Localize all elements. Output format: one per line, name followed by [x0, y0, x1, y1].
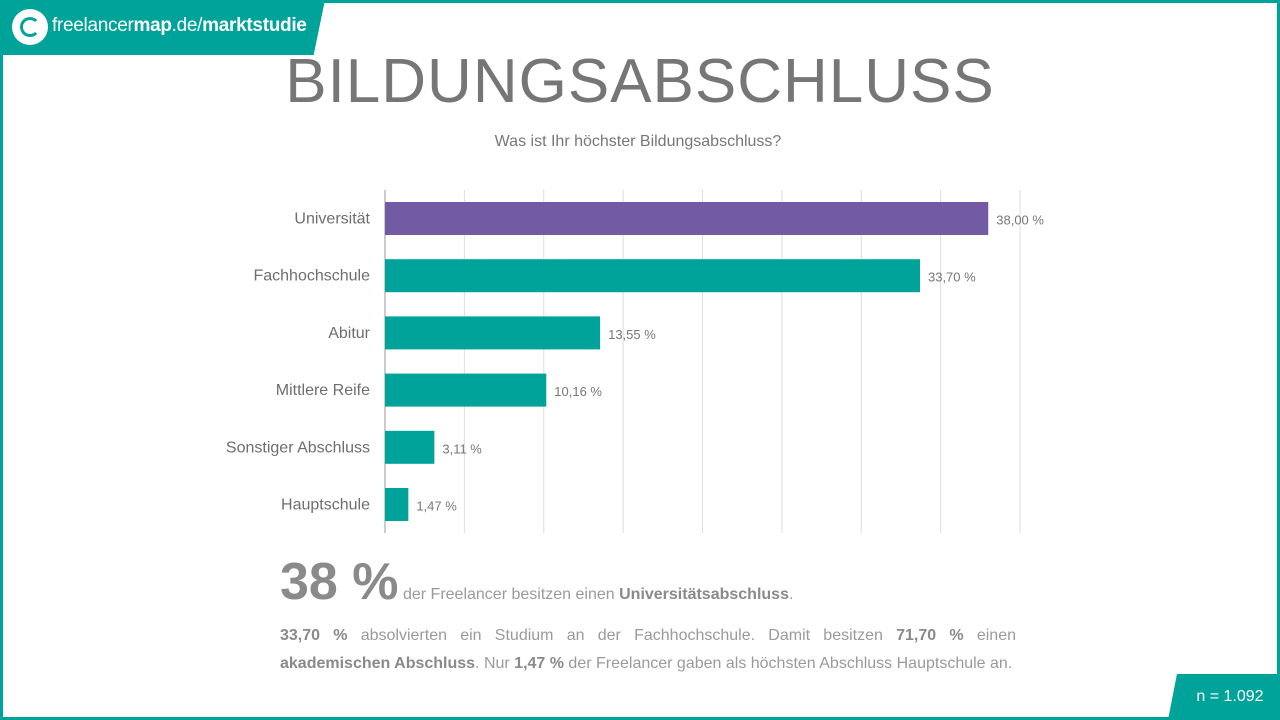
bar [385, 430, 435, 464]
value-label: 3,11 % [442, 441, 482, 456]
category-label: Mittlere Reife [276, 382, 370, 399]
category-label: Hauptschule [281, 497, 370, 514]
chart-grid [384, 190, 1021, 533]
value-label: 10,16 % [554, 384, 602, 399]
category-label: Universität [294, 211, 370, 228]
bar [385, 316, 601, 350]
summary-paragraph: 33,70 % absolvierten ein Studium an der … [280, 627, 1016, 672]
sample-size-badge [1168, 674, 1280, 720]
brand-text: freelancermap.de/marktstudie [52, 15, 307, 36]
sample-size: n = 1.092 [1196, 688, 1264, 705]
category-label: Abitur [328, 325, 370, 342]
value-label: 38,00 % [996, 213, 1044, 228]
bar [385, 373, 547, 407]
bar [385, 259, 920, 293]
bar [385, 202, 989, 235]
chart-subtitle: Was ist Ihr höchster Bildungsabschluss? [494, 133, 782, 150]
value-labels: 38,00 % 33,70 % 13,55 % 10,16 % 3,11 % 1,47 % [416, 213, 1044, 514]
value-label: 13,55 % [608, 327, 656, 342]
category-label: Sonstiger Abschluss [226, 439, 370, 456]
brand-banner[interactable]: freelancermap.de/marktstudie [0, 0, 325, 55]
value-label: 1,47 % [416, 499, 457, 514]
chart-bars [385, 202, 989, 521]
freelancermap-logo-icon [12, 9, 48, 45]
category-label: Fachhochschule [253, 268, 370, 285]
chart-title: BILDUNGSABSCHLUSS [285, 47, 995, 116]
highlight-statement: 38 % der Freelancer besitzen einen Unive… [280, 553, 794, 611]
bar [385, 488, 409, 521]
category-labels: Universität Fachhochschule Abitur Mittlere … [226, 211, 371, 514]
highlight-number: 38 % [280, 553, 399, 611]
value-label: 33,70 % [928, 270, 976, 285]
